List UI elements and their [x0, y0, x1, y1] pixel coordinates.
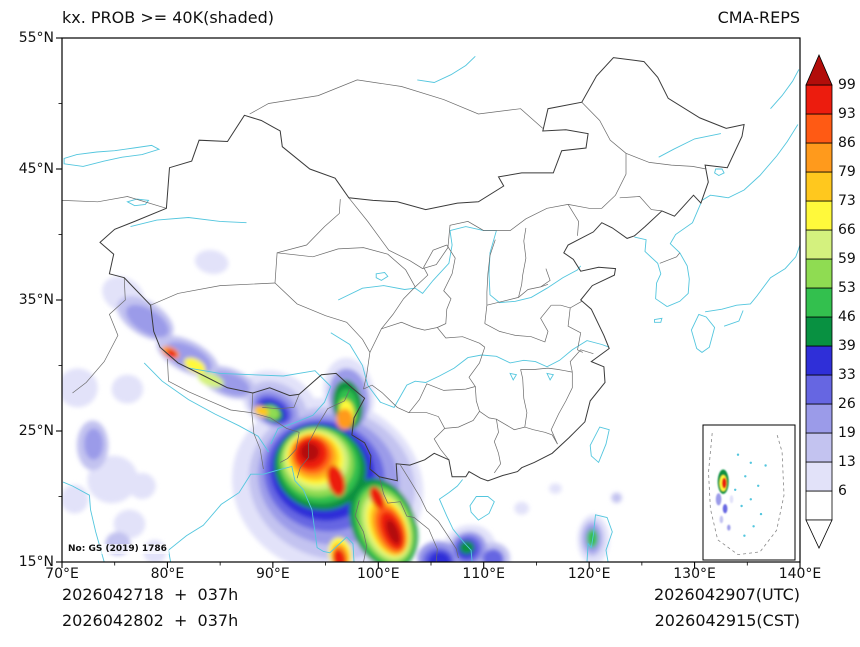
colorbar-label: 13 [838, 454, 856, 470]
colorbar-label: 46 [838, 309, 856, 325]
colorbar-label: 6 [838, 483, 847, 499]
colorbar-label: 53 [838, 280, 856, 296]
footer-valid-utc: 2026042907(UTC) [654, 585, 800, 604]
boundary-layer [62, 57, 745, 562]
colorbar-label: 59 [838, 251, 856, 267]
probability-field-layer [62, 250, 622, 562]
south-china-sea-inset [702, 424, 796, 561]
y-tick-label: 45°N [18, 161, 54, 177]
colorbar-label: 19 [838, 425, 856, 441]
footer-valid-cst: 2026042915(CST) [654, 611, 800, 630]
colorbar-label: 66 [838, 222, 856, 238]
colorbar-label: 26 [838, 396, 856, 412]
axis-ticks [56, 37, 801, 568]
colorbar-label: 99 [838, 77, 856, 93]
plot-title: kx. PROB >= 40K(shaded) [62, 8, 274, 27]
plot-border [61, 37, 801, 563]
footer-init-cst: 2026042802 + 037h [62, 611, 239, 630]
x-tick-label: 120°E [567, 566, 611, 582]
colorbar-label: 39 [838, 338, 856, 354]
colorbar-label: 33 [838, 367, 856, 383]
map-note: No: GS (2019) 1786 [66, 544, 169, 554]
x-tick-label: 100°E [356, 566, 400, 582]
y-tick-label: 55°N [18, 30, 54, 46]
x-tick-label: 130°E [673, 566, 716, 582]
x-tick-label: 90°E [256, 566, 290, 582]
coastline-river-layer [62, 55, 800, 562]
y-tick-label: 35°N [18, 292, 54, 308]
x-tick-label: 80°E [150, 566, 185, 582]
y-tick-label: 25°N [18, 423, 54, 439]
footer-init-utc: 2026042718 + 037h [62, 585, 239, 604]
colorbar-label: 86 [838, 135, 856, 151]
x-tick-label: 70°E [45, 566, 79, 582]
x-tick-label: 110°E [462, 566, 505, 582]
colorbar-label: 79 [838, 164, 856, 180]
x-tick-label: 140°E [778, 566, 822, 582]
y-tick-label: 15°N [18, 554, 54, 570]
colorbar-label: 93 [838, 106, 856, 122]
colorbar [805, 53, 833, 549]
colorbar-label: 73 [838, 193, 856, 209]
model-name: CMA-REPS [717, 8, 800, 27]
